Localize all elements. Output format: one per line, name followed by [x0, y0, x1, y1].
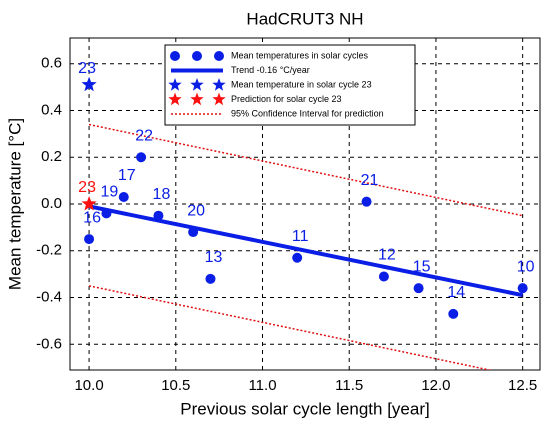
x-axis-label: Previous solar cycle length [year]	[180, 399, 429, 418]
legend-marker	[190, 92, 204, 106]
legend-marker	[168, 78, 182, 91]
legend-box	[164, 44, 416, 126]
plot-area	[88, 123, 524, 370]
point-label: 11	[292, 228, 309, 245]
point	[84, 234, 95, 245]
y-tick-label: -0.6	[36, 335, 62, 352]
point-label: 16	[83, 209, 101, 226]
point-label: 22	[135, 127, 153, 144]
x-tick-label: 12.5	[508, 377, 537, 394]
point	[118, 191, 129, 202]
y-tick-label: -0.4	[36, 288, 62, 305]
point	[188, 227, 199, 238]
point-label: 12	[378, 247, 396, 264]
point-label: 14	[447, 284, 465, 301]
star-point	[81, 196, 97, 211]
line	[88, 123, 523, 370]
legend-marker	[214, 51, 224, 61]
legend-label: Mean temperatures in solar cycles	[231, 50, 369, 60]
legend-marker	[190, 78, 204, 91]
x-tick-label: 11.5	[335, 377, 363, 394]
point	[205, 273, 216, 284]
point	[378, 271, 389, 282]
point-label: 15	[413, 258, 431, 275]
line	[88, 204, 524, 298]
y-tick-label: 0.2	[41, 148, 62, 165]
star-point	[81, 76, 97, 92]
chart-title: HadCRUT3 NH	[246, 9, 363, 28]
legend-label: Prediction for solar cycle 23	[231, 94, 342, 104]
point	[361, 196, 372, 207]
y-tick-label: 0.4	[41, 101, 62, 118]
point	[448, 308, 459, 319]
legend-marker	[212, 78, 226, 91]
x-tick-label: 12.0	[421, 377, 450, 394]
point-label: 10	[517, 258, 535, 275]
legend-label: 95% Confidence Interval for prediction	[231, 108, 384, 118]
legend-marker	[192, 51, 202, 61]
point-label: 23	[78, 179, 96, 196]
legend-marker	[168, 92, 182, 106]
legend-label: Trend -0.16 °C/year	[231, 65, 310, 75]
point-label: 21	[361, 172, 379, 189]
point-label: 13	[205, 249, 223, 266]
point	[413, 283, 424, 294]
point	[136, 152, 147, 163]
x-tick-label: 10.0	[74, 377, 103, 394]
legend-marker	[170, 51, 180, 61]
y-tick-label: 0.0	[41, 195, 62, 212]
x-tick-label: 11.0	[248, 377, 276, 394]
y-tick-label: -0.2	[36, 242, 62, 259]
point	[517, 283, 528, 294]
y-tick-label: 0.6	[41, 55, 62, 72]
plot-frame	[69, 37, 541, 371]
point-label: 19	[101, 184, 119, 201]
point	[153, 210, 164, 221]
point-label: 18	[153, 186, 171, 203]
point-label: 20	[187, 202, 205, 219]
x-tick-label: 10.5	[161, 377, 190, 394]
legend-marker	[212, 92, 226, 106]
point	[101, 208, 112, 219]
y-axis-label: Mean temperature [°C]	[5, 118, 24, 290]
point-label: 17	[118, 167, 136, 184]
legend-label: Mean temperature in solar cycle 23	[231, 79, 372, 89]
point	[292, 252, 303, 263]
point-label: 23	[78, 60, 96, 77]
